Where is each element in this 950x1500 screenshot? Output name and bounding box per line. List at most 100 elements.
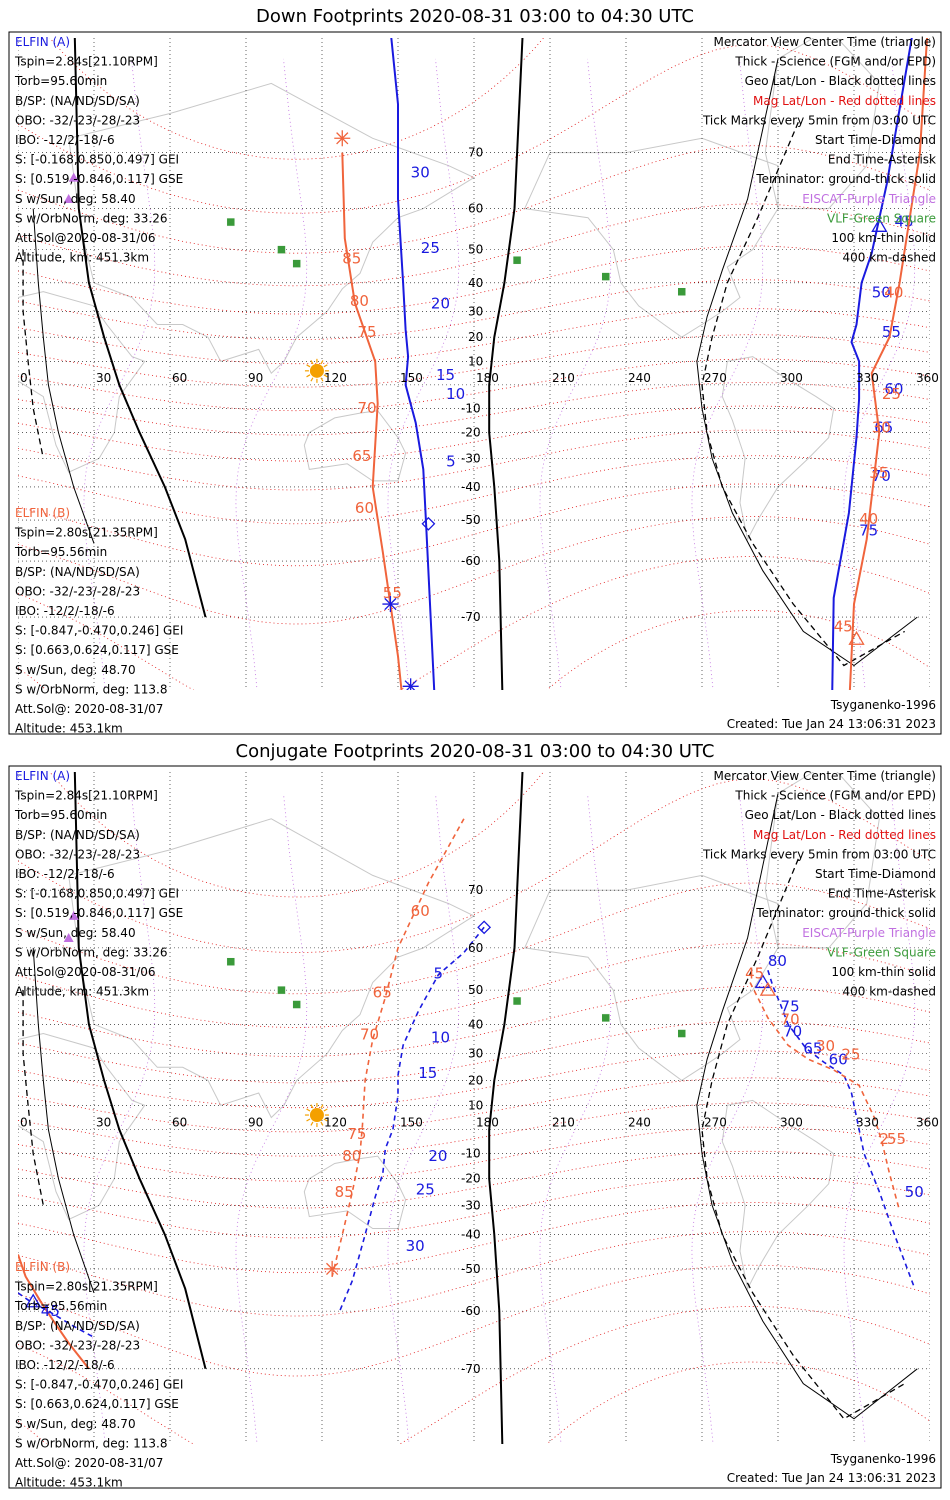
info-line: OBO: -32/-23/-28/-23	[15, 1338, 140, 1352]
tick-mark-label: 85	[335, 1183, 354, 1201]
tick-mark-label: 40	[920, 0, 939, 15]
panel-frame	[8, 31, 942, 735]
info-line: Altitude: 453.1km	[15, 1476, 123, 1490]
terminator-ground-west	[73, 38, 207, 618]
footprint-track-elfin-b	[18, 1254, 90, 1370]
legend-entry: Terminator: ground-thick solid	[755, 906, 936, 920]
sun-ray	[323, 364, 328, 368]
legend-entry: Geo Lat/Lon - Black dotted lines	[745, 74, 936, 88]
terminator-ground-west	[73, 772, 207, 1370]
x-tick-label: 240	[628, 371, 651, 385]
info-line: OBO: -32/-23/-28/-23	[15, 584, 140, 598]
sun-ray	[320, 1121, 324, 1126]
tick-mark-label: 2	[879, 1130, 889, 1148]
start-diamond	[477, 920, 492, 935]
sun-ray	[310, 1104, 314, 1109]
info-line: B/SP: (NA/ND/SD/SA)	[15, 1319, 140, 1333]
mag-parallel	[18, 778, 930, 954]
legend-entry: EISCAT-Purple Triangle	[802, 926, 936, 940]
x-tick-label: 210	[552, 1116, 575, 1130]
land-outline	[18, 1032, 146, 1221]
info-line: S w/Sun, deg: 58.40	[15, 926, 136, 940]
info-line: Torb=95.60min	[14, 808, 107, 822]
tick-mark-label: 45	[41, 1302, 60, 1320]
land-outline	[721, 356, 835, 541]
y-tick-label: 40	[468, 1017, 483, 1031]
legend-entry: 100 km-thin solid	[831, 965, 936, 979]
tick-mark-label: 55	[383, 584, 402, 602]
sun-ray	[306, 1118, 311, 1122]
tick-mark-label: 65	[803, 1040, 822, 1058]
mag-meridian	[83, 793, 156, 1444]
tick-mark-label: 70	[357, 399, 376, 417]
info-line: Torb=95.60min	[14, 74, 107, 88]
mag-parallel	[18, 1264, 930, 1377]
down-footprints-panel: Down Footprints 2020-08-31 03:00 to 04:3…	[8, 0, 942, 736]
x-tick-label: 150	[400, 371, 423, 385]
terminator-100km	[696, 793, 918, 1420]
tick-mark-label: 20	[431, 295, 450, 313]
x-tick-label: 60	[172, 371, 187, 385]
legend-entry: End Time-Asterisk	[828, 887, 936, 901]
start-diamond	[421, 516, 436, 531]
tick-mark-label: 45	[834, 617, 853, 635]
footprint-track-elfin-a	[831, 38, 913, 690]
tick-mark-label: 75	[357, 323, 376, 341]
mag-parallel	[18, 483, 930, 567]
legend-entry: Thick - Science (FGM and/or EPD)	[734, 55, 936, 69]
tick-mark-label: 50	[905, 1183, 924, 1201]
info-line: S w/OrbNorm, deg: 33.26	[15, 945, 167, 959]
y-tick-label: -20	[461, 1172, 481, 1186]
tick-mark-label: 60	[884, 380, 903, 398]
tick-mark-label: 30	[872, 419, 891, 437]
vlf-station-square	[277, 245, 286, 254]
terminator-ground-mid	[488, 772, 524, 1444]
vlf-station-square	[277, 985, 286, 995]
tick-mark-label: 65	[373, 983, 392, 1001]
x-tick-label: 360	[916, 1116, 939, 1130]
land-outline	[68, 818, 476, 1119]
mag-parallel	[18, 1126, 930, 1182]
x-tick-label: 300	[780, 1116, 803, 1130]
model-credit: Tsyganenko-1996	[830, 698, 936, 712]
center-time-triangle	[754, 974, 771, 989]
info-line: S: [-0.168,0.850,0.497] GEI	[15, 887, 179, 901]
mag-meridian	[691, 793, 764, 1444]
info-line: IBO: -12/2/-18/-6	[15, 1358, 115, 1372]
tick-mark-label: 15	[418, 1064, 437, 1082]
tick-mark-label: 35	[869, 464, 888, 482]
legend-entry: 400 km-dashed	[842, 251, 936, 265]
sun-ray	[320, 360, 324, 365]
sun-ray	[320, 377, 324, 382]
info-line: B/SP: (NA/ND/SD/SA)	[15, 94, 140, 108]
terminator-100km	[696, 58, 918, 667]
legend-entry: Mag Lat/Lon - Red dotted lines	[753, 828, 936, 842]
info-line: IBO: -12/2/-18/-6	[15, 867, 115, 881]
end-asterisk	[406, 680, 417, 690]
tick-mark-label: 5	[433, 965, 443, 983]
sun-ray	[323, 1108, 328, 1112]
chart-title: Conjugate Footprints 2020-08-31 03:00 to…	[236, 741, 715, 762]
vlf-station-square	[601, 272, 610, 281]
sun-ray	[323, 1118, 328, 1122]
legend-entry: End Time-Asterisk	[828, 153, 936, 167]
y-tick-label: 50	[468, 983, 483, 997]
mag-parallel	[18, 279, 930, 340]
y-tick-label: -40	[461, 480, 481, 494]
eiscat-triangle	[68, 910, 79, 920]
legend-entry: Tick Marks every 5min from 03:00 UTC	[702, 113, 936, 127]
tick-mark-label: 50	[872, 284, 891, 302]
legend-entry: VLF-Green Square	[827, 945, 936, 959]
y-tick-label: -70	[461, 610, 481, 624]
center-time-triangle	[848, 630, 865, 645]
x-tick-label: 90	[248, 1116, 263, 1130]
terminator-100km-west	[32, 947, 95, 1294]
y-tick-label: 60	[468, 202, 483, 216]
x-tick-label: 120	[324, 1116, 347, 1130]
mag-parallel	[18, 429, 930, 491]
x-tick-label: 90	[248, 371, 263, 385]
info-line: S: [-0.168,0.850,0.497] GEI	[15, 153, 179, 167]
land-outline	[68, 82, 476, 375]
info-line: B/SP: (NA/ND/SD/SA)	[15, 828, 140, 842]
